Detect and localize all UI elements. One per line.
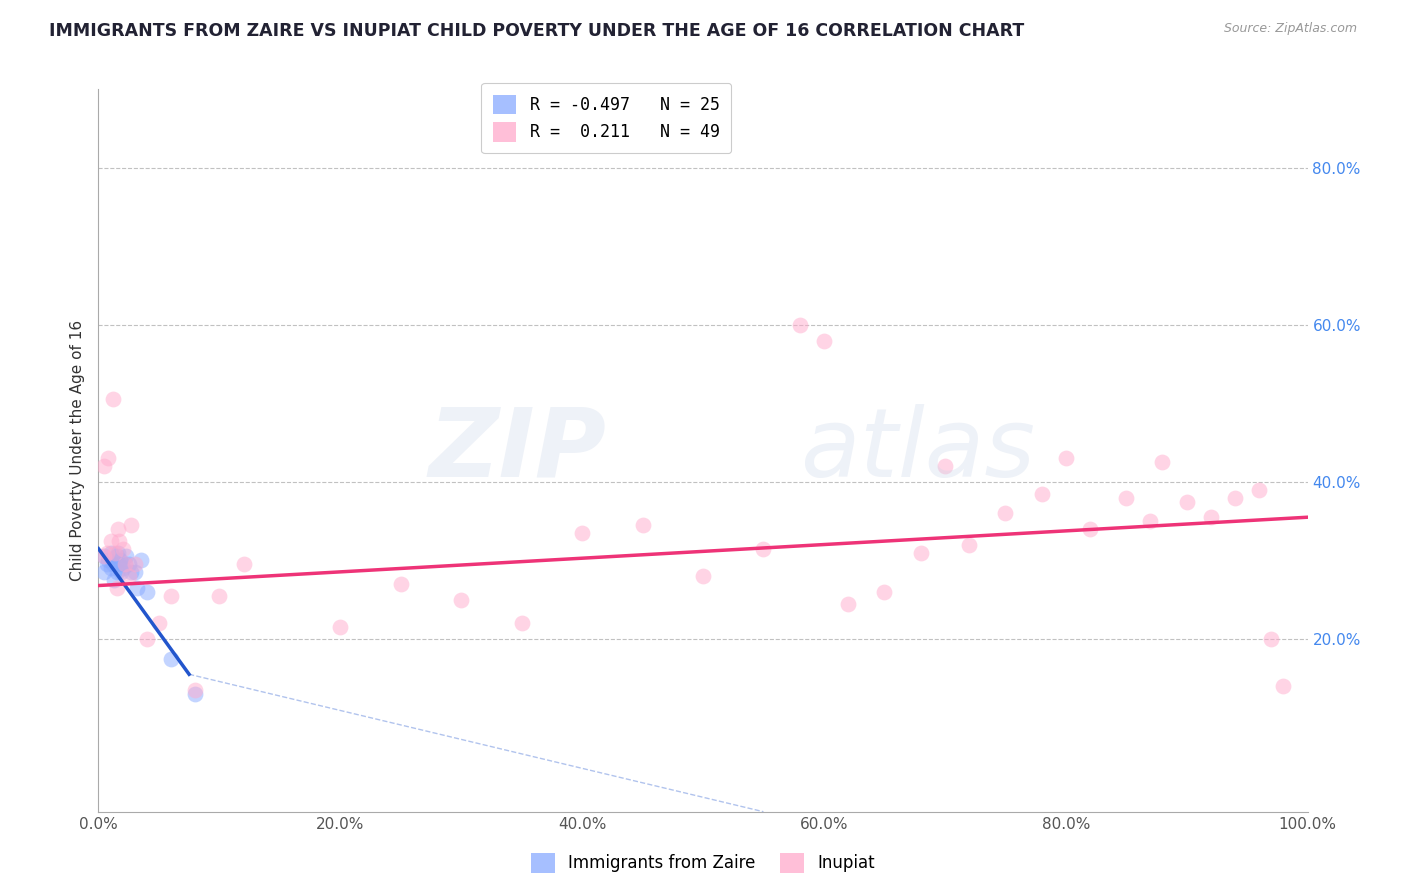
Point — [910, 545, 932, 559]
Point — [450, 592, 472, 607]
Point — [120, 518, 142, 533]
Point — [148, 616, 170, 631]
Point — [107, 545, 129, 559]
Point — [1199, 510, 1222, 524]
Point — [104, 545, 127, 559]
Point — [1260, 632, 1282, 646]
Point — [120, 565, 142, 579]
Y-axis label: Child Poverty Under the Age of 16: Child Poverty Under the Age of 16 — [70, 320, 86, 581]
Point — [1272, 679, 1295, 693]
Point — [93, 459, 115, 474]
Point — [127, 581, 149, 595]
Point — [105, 565, 128, 579]
Point — [1054, 451, 1077, 466]
Point — [329, 620, 352, 634]
Point — [1078, 522, 1101, 536]
Point — [110, 565, 132, 579]
Point — [160, 589, 183, 603]
Point — [97, 553, 120, 567]
Point — [93, 565, 115, 579]
Point — [631, 518, 654, 533]
Point — [129, 553, 152, 567]
Point — [101, 392, 124, 407]
Point — [114, 558, 136, 572]
Text: Source: ZipAtlas.com: Source: ZipAtlas.com — [1223, 22, 1357, 36]
Point — [108, 558, 131, 572]
Point — [208, 589, 231, 603]
Point — [1115, 491, 1137, 505]
Point — [1223, 491, 1246, 505]
Legend: Immigrants from Zaire, Inupiat: Immigrants from Zaire, Inupiat — [524, 847, 882, 880]
Point — [100, 561, 122, 575]
Point — [184, 683, 207, 698]
Legend: R = -0.497   N = 25, R =  0.211   N = 49: R = -0.497 N = 25, R = 0.211 N = 49 — [481, 83, 731, 153]
Point — [232, 558, 254, 572]
Text: IMMIGRANTS FROM ZAIRE VS INUPIAT CHILD POVERTY UNDER THE AGE OF 16 CORRELATION C: IMMIGRANTS FROM ZAIRE VS INUPIAT CHILD P… — [49, 22, 1025, 40]
Point — [873, 584, 896, 599]
Point — [108, 533, 131, 548]
Point — [789, 318, 811, 332]
Text: ZIP: ZIP — [429, 404, 606, 497]
Text: atlas: atlas — [800, 404, 1035, 497]
Point — [118, 569, 141, 583]
Point — [957, 538, 980, 552]
Point — [107, 522, 129, 536]
Point — [96, 558, 118, 572]
Point — [111, 541, 134, 556]
Point — [184, 687, 207, 701]
Point — [752, 541, 775, 556]
Point — [101, 558, 124, 572]
Point — [1139, 514, 1161, 528]
Point — [108, 553, 131, 567]
Point — [124, 565, 146, 579]
Point — [389, 577, 412, 591]
Point — [1152, 455, 1174, 469]
Point — [124, 558, 146, 572]
Point — [1031, 486, 1053, 500]
Point — [111, 561, 134, 575]
Point — [114, 558, 136, 572]
Point — [97, 451, 120, 466]
Point — [135, 584, 157, 599]
Point — [93, 549, 115, 564]
Point — [115, 549, 138, 564]
Point — [135, 632, 157, 646]
Point — [571, 525, 593, 540]
Point — [1175, 494, 1198, 508]
Point — [692, 569, 714, 583]
Point — [96, 545, 118, 559]
Point — [105, 549, 128, 564]
Point — [100, 533, 122, 548]
Point — [105, 581, 128, 595]
Point — [994, 506, 1017, 520]
Point — [103, 573, 125, 587]
Point — [93, 549, 115, 564]
Point — [837, 597, 859, 611]
Point — [100, 545, 122, 559]
Point — [160, 651, 183, 665]
Point — [1249, 483, 1271, 497]
Point — [934, 459, 956, 474]
Point — [510, 616, 533, 631]
Point — [118, 558, 141, 572]
Point — [813, 334, 835, 348]
